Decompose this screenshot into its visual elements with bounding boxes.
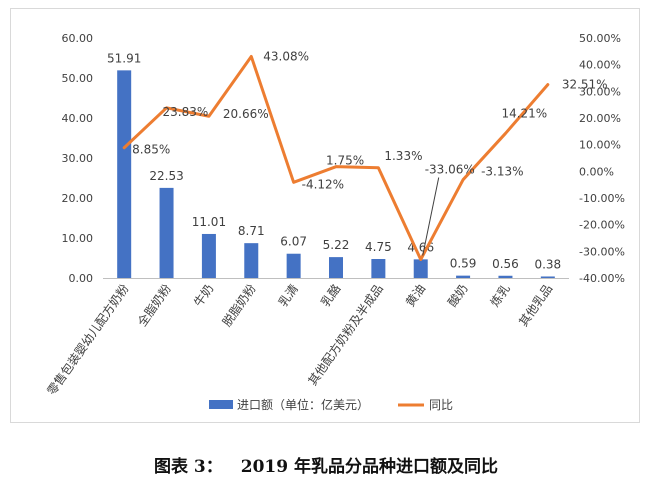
category-label: 其他乳品	[516, 282, 555, 329]
bar	[244, 243, 259, 278]
bar-value-label: 0.38	[534, 257, 561, 271]
category-label: 酸奶	[444, 281, 470, 309]
bar-value-label: 4.75	[365, 240, 392, 254]
bar-series	[117, 70, 555, 278]
line-value-label: -33.06%	[425, 162, 475, 176]
line-value-label: -3.13%	[481, 165, 523, 179]
bar	[456, 275, 471, 278]
bar-value-label: 8.71	[238, 224, 265, 238]
right-tick-label: 50.00%	[579, 32, 621, 45]
chart-frame	[10, 8, 640, 423]
right-tick-label: 40.00%	[579, 59, 621, 72]
left-tick-label: 0.00	[69, 272, 94, 285]
bar	[371, 259, 386, 278]
bar	[159, 187, 174, 278]
category-label: 乳酪	[317, 281, 343, 309]
line-value-label: 20.66%	[223, 107, 269, 121]
bar	[498, 275, 513, 278]
right-tick-label: 0.00%	[579, 165, 614, 178]
category-label: 乳清	[276, 282, 301, 310]
left-tick-label: 60.00	[62, 32, 94, 45]
line-value-label: 32.51%	[562, 78, 608, 92]
legend: 进口额（单位：亿美元） 同比	[209, 397, 453, 412]
line-value-label: -4.12%	[302, 177, 344, 191]
right-tick-label: -10.00%	[579, 192, 625, 205]
left-tick-label: 40.00	[62, 112, 94, 125]
left-tick-label: 20.00	[62, 192, 94, 205]
bar-value-label: 22.53	[149, 169, 183, 183]
line-value-label: 43.08%	[263, 49, 309, 63]
figure-caption: 图表 3： 2019 年乳品分品种进口额及同比	[0, 452, 652, 477]
left-tick-label: 10.00	[62, 232, 94, 245]
line-value-label: 8.85%	[132, 143, 170, 157]
bar	[201, 233, 216, 278]
right-tick-label: 10.00%	[579, 139, 621, 152]
line-value-labels: 8.85%23.83% 20.66%43.08%-4.12%1.75% 1.33%-…	[132, 49, 608, 256]
right-tick-label: 20.00%	[579, 112, 621, 125]
bar	[286, 253, 301, 278]
category-label: 脱脂奶粉	[219, 281, 259, 329]
line-value-label: 1.75%	[326, 154, 364, 168]
line-value-label: 14.21%	[501, 106, 547, 120]
chart: 0.00 10.00 20.00 30.00 40.00 50.00 60.00 -40.0…	[44, 32, 625, 412]
right-tick-label: -20.00%	[579, 219, 625, 232]
category-label: 牛奶	[190, 281, 216, 309]
label-leader-line	[422, 177, 440, 256]
bar-value-label: 6.07	[280, 235, 307, 249]
line-series	[122, 54, 550, 261]
left-tick-label: 50.00	[62, 72, 94, 85]
right-tick-label: -40.00%	[579, 272, 625, 285]
bar-value-label: 51.91	[107, 51, 141, 65]
left-tick-label: 30.00	[62, 152, 94, 165]
category-label: 炼乳	[487, 281, 513, 309]
bar-value-label: 5.22	[323, 238, 350, 252]
caption-label: 图表 3：	[154, 457, 223, 477]
bar	[117, 70, 132, 278]
bar	[540, 276, 555, 278]
right-axis: -40.00% -30.00% -20.00% -10.00% 0.00% 10.00% 2…	[579, 32, 625, 285]
legend-bar-label: 进口额（单位：亿美元）	[237, 397, 369, 412]
bar-value-label: 0.56	[492, 257, 519, 271]
category-label: 零售包装婴幼儿配方奶粉	[44, 281, 132, 398]
bar-value-label: 0.59	[450, 257, 477, 271]
legend-bar-swatch	[209, 400, 233, 409]
caption-text: 2019 年乳品分品种进口额及同比	[240, 457, 498, 477]
bar	[329, 257, 343, 278]
line-value-label: 23.83%	[163, 105, 209, 119]
bar-value-label: 11.01	[192, 215, 226, 229]
category-label: 其他配方奶粉及半成品	[305, 281, 386, 388]
right-tick-label: -30.00%	[579, 245, 625, 258]
left-axis: 0.00 10.00 20.00 30.00 40.00 50.00 60.00	[62, 32, 94, 285]
right-tick-label: 30.00%	[579, 85, 621, 98]
category-label: 全脂奶粉	[134, 281, 174, 329]
legend-line-label: 同比	[429, 398, 453, 412]
bar	[413, 259, 428, 278]
line-path	[122, 54, 550, 261]
line-value-label: 1.33%	[384, 149, 422, 163]
category-label: 黄油	[403, 282, 428, 310]
category-labels: 零售包装婴幼儿配方奶粉 全脂奶粉 牛奶 脱脂奶粉 乳清 乳酪其他配方奶粉及半成品 黄油 酸奶炼…	[44, 281, 556, 398]
